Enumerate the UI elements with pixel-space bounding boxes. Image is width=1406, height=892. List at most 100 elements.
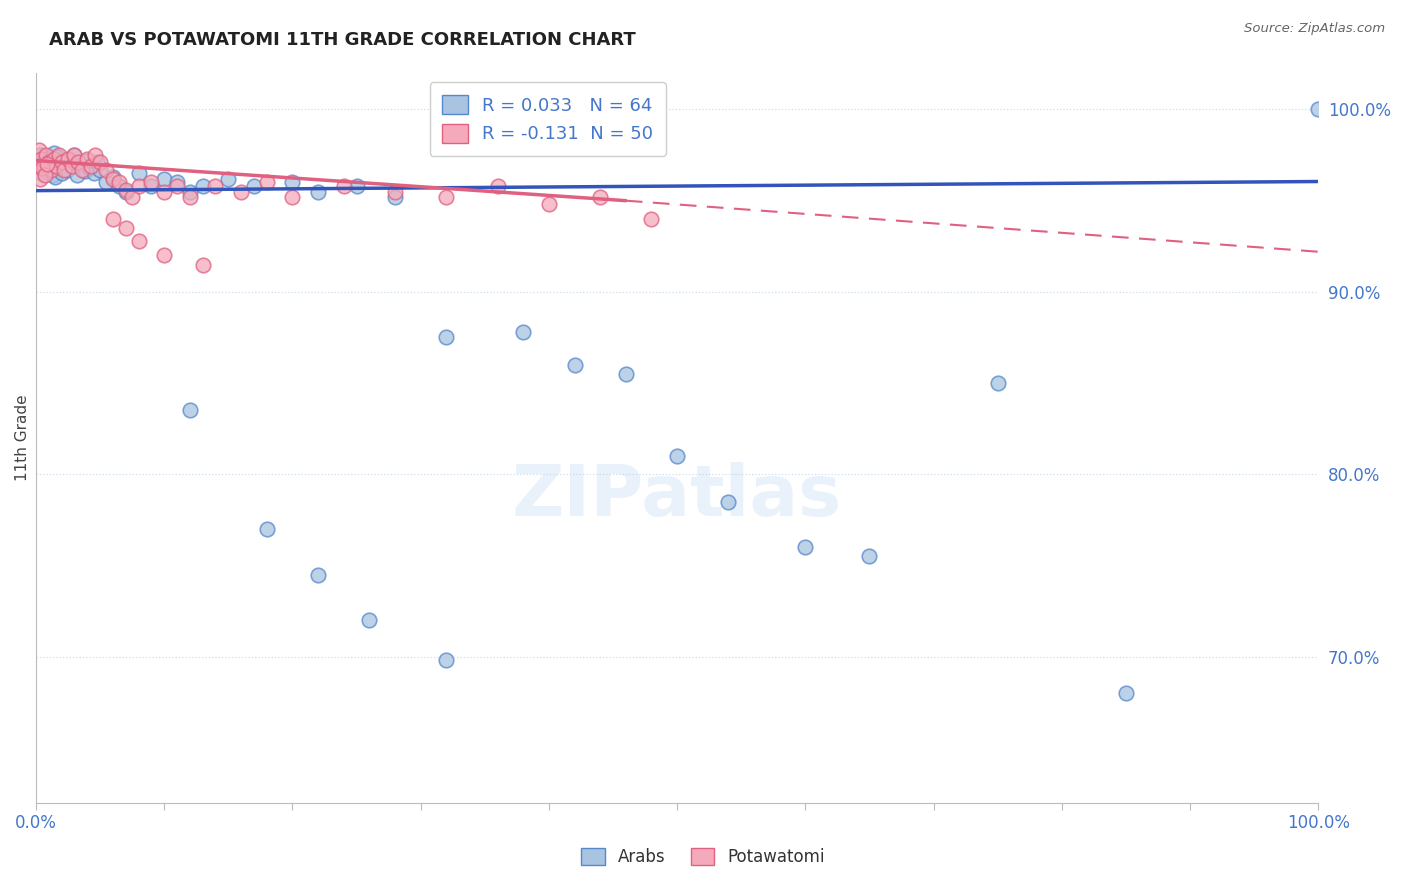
Point [48,148,70,162]
Point [346,179,368,194]
Point [35,164,58,178]
Point [76,152,98,166]
Point [114,221,136,235]
Point [128,179,150,194]
Point [229,185,252,199]
Point [256,522,278,536]
Point [589,190,612,204]
Point [486,179,509,194]
Point [48,161,70,175]
Text: Source: ZipAtlas.com: Source: ZipAtlas.com [1244,22,1385,36]
Point [32,161,55,175]
Point [67,155,90,169]
Point [41,168,63,182]
Point [191,258,214,272]
Point [281,176,304,190]
Point [153,248,176,262]
Point [794,540,817,554]
Point [114,185,136,199]
Point [434,330,457,344]
Point [243,179,266,194]
Text: ZIPatlas: ZIPatlas [512,462,842,531]
Point [179,190,201,204]
Point [434,653,457,667]
Point [614,367,637,381]
Point [121,190,143,204]
Point [42,146,65,161]
Point [153,185,176,199]
Point [141,176,163,190]
Point [114,183,136,197]
Point [58,152,80,166]
Point [179,403,201,417]
Point [166,176,188,190]
Point [69,157,91,171]
Point [31,153,53,168]
Point [108,179,131,194]
Point [101,171,124,186]
Point [60,159,83,173]
Point [96,176,118,190]
Point [56,152,79,166]
Point [84,148,107,162]
Point [564,358,586,372]
Point [384,185,406,199]
Point [179,185,201,199]
Point [76,153,98,168]
Legend: Arabs, Potawatomi: Arabs, Potawatomi [575,841,831,873]
Point [96,162,118,177]
Point [28,171,51,186]
Point [44,169,66,184]
Point [45,157,67,171]
Point [217,171,239,186]
Text: ARAB VS POTAWATOMI 11TH GRADE CORRELATION CHART: ARAB VS POTAWATOMI 11TH GRADE CORRELATIO… [49,31,636,49]
Point [70,162,93,177]
Point [858,549,880,564]
Point [34,150,56,164]
Point [38,155,60,169]
Point [38,152,60,166]
Point [37,155,59,169]
Point [101,211,124,226]
Point [63,148,86,162]
Point [1308,103,1330,117]
Point [1115,686,1137,700]
Point [307,567,329,582]
Point [73,164,96,178]
Y-axis label: 11th Grade: 11th Grade [15,394,31,481]
Point [128,166,150,180]
Point [37,157,59,171]
Point [332,179,354,194]
Point [434,190,457,204]
Point [28,148,51,162]
Point [39,162,62,177]
Point [53,162,76,177]
Point [27,143,49,157]
Point [281,190,304,204]
Point [89,162,111,177]
Point [987,376,1010,390]
Point [153,171,176,186]
Point [41,162,63,177]
Point [256,176,278,190]
Point [89,155,111,169]
Point [359,613,381,627]
Point [60,159,83,173]
Point [166,179,188,194]
Point [384,190,406,204]
Point [31,161,53,175]
Point [46,150,69,164]
Point [66,168,89,182]
Point [34,168,56,182]
Point [51,155,73,169]
Point [537,197,560,211]
Point [27,157,49,171]
Point [141,179,163,194]
Point [49,153,72,168]
Point [204,179,226,194]
Legend: R = 0.033   N = 64, R = -0.131  N = 50: R = 0.033 N = 64, R = -0.131 N = 50 [430,82,665,156]
Point [191,179,214,194]
Point [666,449,689,463]
Point [86,155,108,169]
Point [53,155,76,169]
